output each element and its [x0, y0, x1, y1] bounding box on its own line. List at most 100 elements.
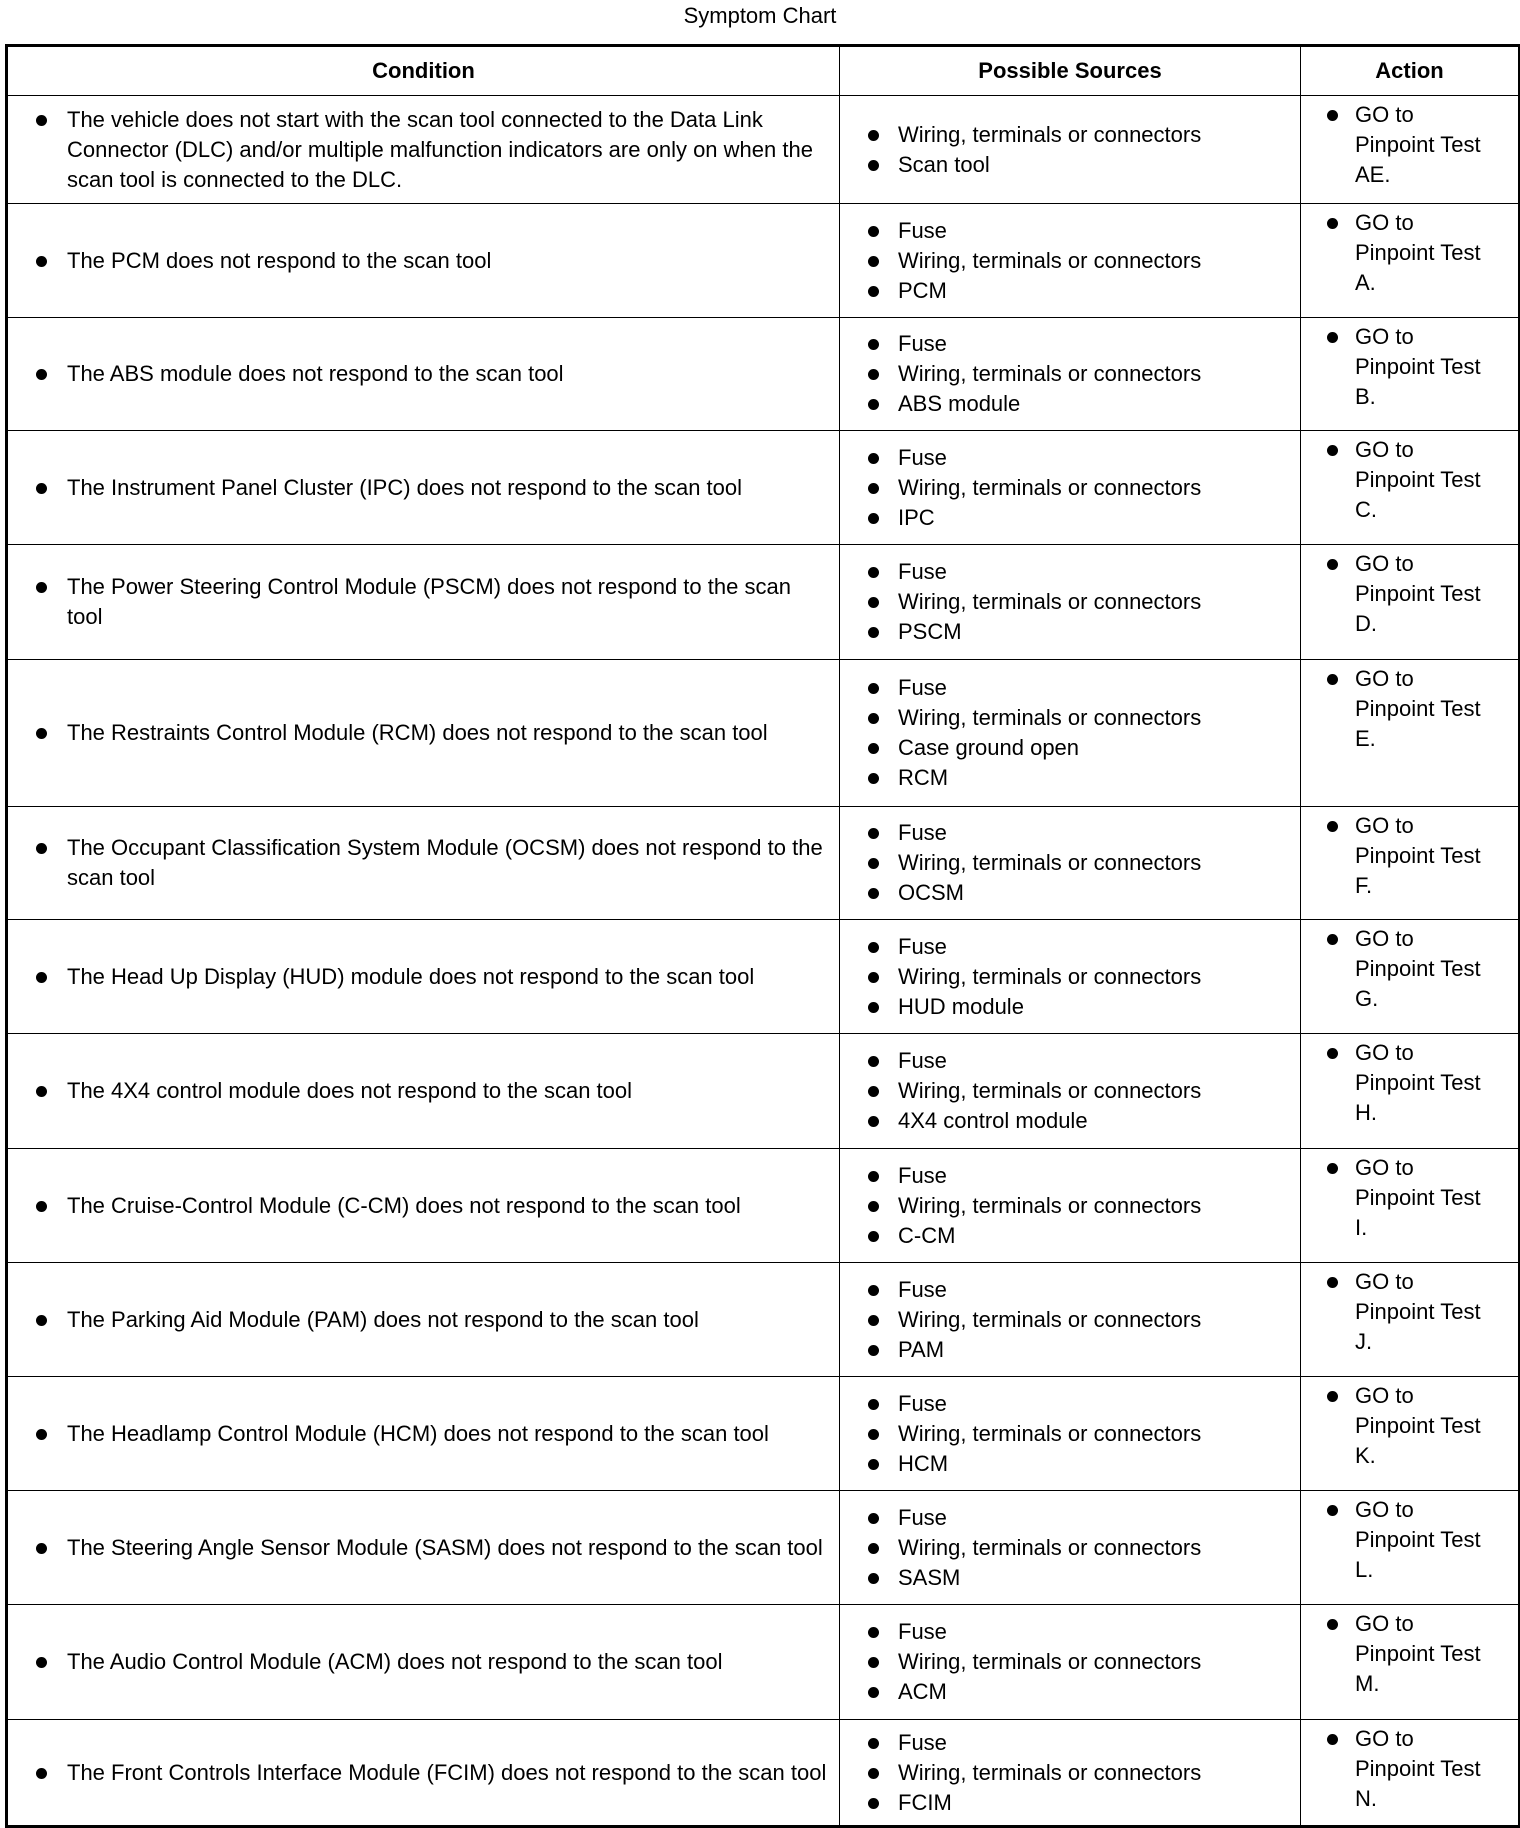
- source-item: Wiring, terminals or connectors: [868, 1758, 1292, 1788]
- source-item: C-CM: [868, 1221, 1292, 1251]
- source-text: Wiring, terminals or connectors: [898, 1306, 1202, 1332]
- source-item: Wiring, terminals or connectors: [868, 587, 1292, 617]
- action-text: GO to Pinpoint Test C.: [1355, 437, 1481, 522]
- bullet-icon: [1327, 218, 1338, 229]
- condition-text: The ABS module does not respond to the s…: [67, 361, 564, 386]
- action: GO to Pinpoint Test N.: [1327, 1724, 1514, 1814]
- possible-sources-cell: Fuse Wiring, terminals or connectors PSCM: [839, 544, 1301, 660]
- source: Wiring, terminals or connectors: [868, 962, 1292, 992]
- source: PCM: [868, 276, 1292, 306]
- possible-sources-cell: Fuse Wiring, terminals or connectors IPC: [839, 430, 1301, 545]
- source-text: ABS module: [898, 391, 1021, 416]
- source: HUD module: [868, 992, 1292, 1022]
- header-action: Action: [1300, 45, 1520, 96]
- action: GO to Pinpoint Test G.: [1327, 924, 1514, 1014]
- table-row: The vehicle does not start with the scan…: [6, 95, 1520, 204]
- sources-list: Fuse Wiring, terminals or connectors IPC: [868, 443, 1292, 533]
- condition-text: The Front Controls Interface Module (FCI…: [67, 1759, 827, 1785]
- source-item: PAM: [868, 1335, 1292, 1365]
- source: SASM: [868, 1563, 1292, 1593]
- source-text: 4X4 control module: [898, 1108, 1088, 1133]
- source-item: SASM: [868, 1563, 1292, 1593]
- action: GO to Pinpoint Test M.: [1327, 1609, 1514, 1699]
- bullet-icon: [36, 482, 47, 494]
- source: Wiring, terminals or connectors: [868, 1647, 1292, 1677]
- condition: The Cruise-Control Module (C-CM) does no…: [36, 1191, 831, 1221]
- bullet-icon: [1327, 821, 1338, 832]
- source-item: Fuse: [868, 1161, 1292, 1191]
- bullet-icon: [868, 858, 879, 869]
- source-item: Fuse: [868, 1728, 1292, 1758]
- source: Wiring, terminals or connectors: [868, 1076, 1292, 1106]
- table-row: The Power Steering Control Module (PSCM)…: [6, 544, 1520, 660]
- bullet-icon: [36, 1200, 47, 1212]
- source: Wiring, terminals or connectors: [868, 1533, 1292, 1563]
- condition-cell: The Headlamp Control Module (HCM) does n…: [6, 1376, 840, 1491]
- condition: The Power Steering Control Module (PSCM)…: [36, 572, 831, 632]
- bullet-icon: [868, 339, 879, 350]
- bullet-icon: [36, 582, 47, 593]
- table-row: The Headlamp Control Module (HCM) does n…: [6, 1376, 1520, 1491]
- bullet-icon: [868, 255, 879, 267]
- source-text: Fuse: [898, 1390, 947, 1416]
- sources-list: Fuse Wiring, terminals or connectors FCIM: [868, 1728, 1292, 1818]
- source-item: Wiring, terminals or connectors: [868, 359, 1292, 389]
- source-text: Fuse: [898, 559, 947, 584]
- bullet-icon: [868, 1458, 879, 1470]
- source: PSCM: [868, 617, 1292, 647]
- source-item: ACM: [868, 1677, 1292, 1707]
- source-text: HCM: [898, 1450, 949, 1476]
- bullet-icon: [1327, 559, 1338, 570]
- condition: The Restraints Control Module (RCM) does…: [36, 718, 831, 748]
- symptom-chart-table: Condition Possible Sources Action The ve…: [5, 44, 1520, 1828]
- source: Fuse: [868, 329, 1292, 359]
- source-item: Wiring, terminals or connectors: [868, 962, 1292, 992]
- bullet-icon: [868, 713, 879, 724]
- action-text: GO to Pinpoint Test K.: [1355, 1383, 1481, 1468]
- condition-text: The PCM does not respond to the scan too…: [67, 247, 492, 273]
- condition-text: The Occupant Classification System Modul…: [67, 835, 823, 890]
- source-item: Fuse: [868, 216, 1292, 246]
- condition: The Front Controls Interface Module (FCI…: [36, 1758, 831, 1788]
- table-row: The Steering Angle Sensor Module (SASM) …: [6, 1490, 1520, 1605]
- action-cell: GO to Pinpoint Test B.: [1300, 317, 1520, 431]
- action-text: GO to Pinpoint Test M.: [1355, 1611, 1481, 1696]
- possible-sources-cell: Fuse Wiring, terminals or connectors FCIM: [839, 1719, 1301, 1827]
- bullet-icon: [868, 773, 879, 784]
- bullet-icon: [868, 1572, 879, 1584]
- sources-list: Fuse Wiring, terminals or connectors OCSM: [868, 818, 1292, 908]
- source: Wiring, terminals or connectors: [868, 848, 1292, 878]
- bullet-icon: [36, 369, 47, 380]
- source-item: Wiring, terminals or connectors: [868, 1191, 1292, 1221]
- bullet-icon: [868, 159, 879, 171]
- action-cell: GO to Pinpoint Test I.: [1300, 1148, 1520, 1263]
- bullet-icon: [1327, 1505, 1338, 1516]
- condition-cell: The Front Controls Interface Module (FCI…: [6, 1719, 840, 1827]
- source: Fuse: [868, 443, 1292, 473]
- condition-cell: The vehicle does not start with the scan…: [6, 95, 840, 204]
- possible-sources-cell: Fuse Wiring, terminals or connectors SASM: [839, 1490, 1301, 1605]
- header-condition: Condition: [6, 45, 840, 96]
- bullet-icon: [868, 1284, 879, 1296]
- sources-list: Fuse Wiring, terminals or connectors 4X4 c…: [868, 1046, 1292, 1136]
- bullet-icon: [36, 1657, 47, 1668]
- condition-cell: The Parking Aid Module (PAM) does not re…: [6, 1262, 840, 1377]
- bullet-icon: [868, 627, 879, 638]
- possible-sources-cell: Fuse Wiring, terminals or connectors 4X4 c…: [839, 1033, 1301, 1149]
- table-row: The Head Up Display (HUD) module does no…: [6, 919, 1520, 1034]
- source: Wiring, terminals or connectors: [868, 1191, 1292, 1221]
- possible-sources-cell: Fuse Wiring, terminals or connectors HCM: [839, 1376, 1301, 1491]
- action-text: GO to Pinpoint Test I.: [1355, 1155, 1481, 1240]
- action-cell: GO to Pinpoint Test M.: [1300, 1604, 1520, 1720]
- bullet-icon: [1327, 445, 1338, 456]
- bullet-icon: [868, 452, 879, 464]
- bullet-icon: [868, 1116, 879, 1127]
- action: GO to Pinpoint Test B.: [1327, 322, 1514, 412]
- source-text: Wiring, terminals or connectors: [898, 963, 1202, 989]
- source-text: Wiring, terminals or connectors: [898, 474, 1202, 500]
- condition: The PCM does not respond to the scan too…: [36, 246, 831, 276]
- sources-list: Fuse Wiring, terminals or connectors HCM: [868, 1389, 1292, 1479]
- source-text: Wiring, terminals or connectors: [898, 361, 1202, 386]
- action-text: GO to Pinpoint Test B.: [1355, 324, 1481, 409]
- source-item: Wiring, terminals or connectors: [868, 703, 1292, 733]
